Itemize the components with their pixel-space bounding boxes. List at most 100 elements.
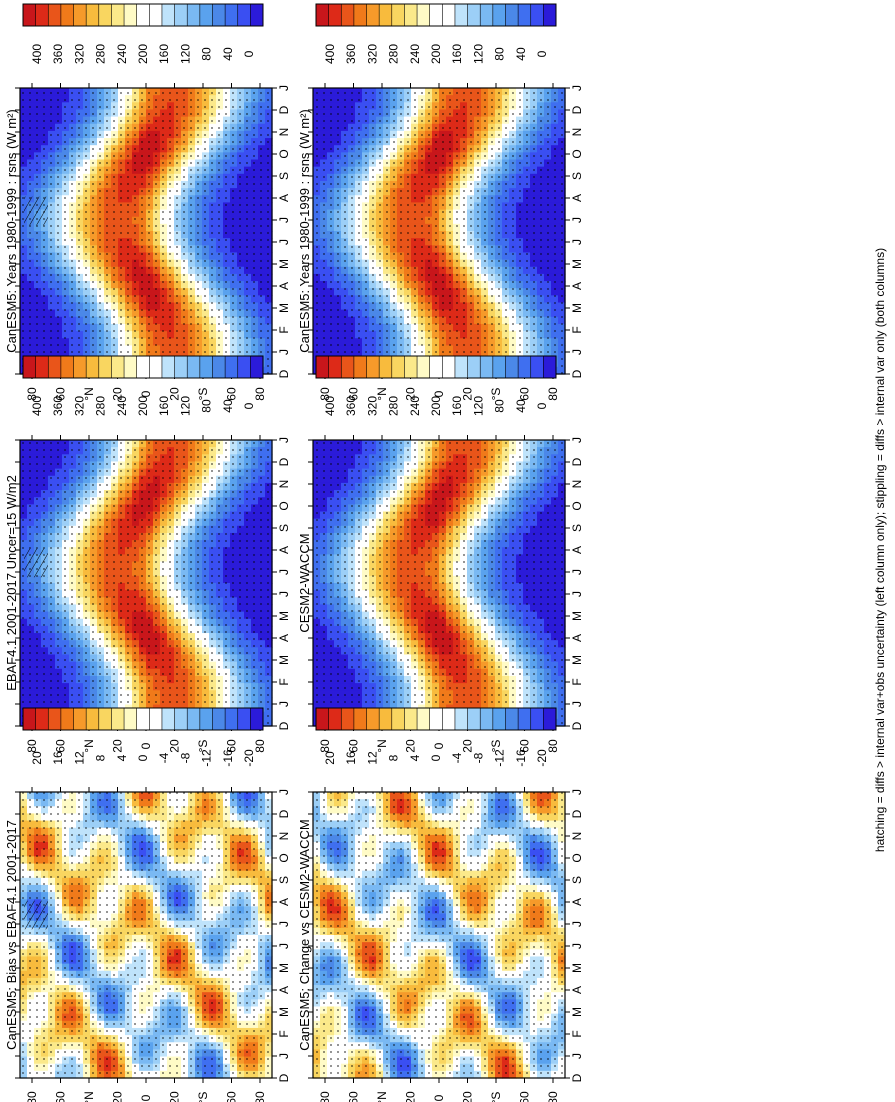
- colorbar-tick-label: 200: [136, 44, 150, 64]
- colorbar-tick-label: 4: [115, 754, 129, 761]
- month-tick-label: M: [277, 303, 291, 313]
- month-tick-label: D: [277, 809, 291, 818]
- colorbar-swatch: [187, 356, 201, 378]
- colorbar-tick-label: 320: [365, 44, 379, 64]
- lat-tick-label: 20: [168, 1091, 182, 1102]
- colorbar-swatch: [467, 4, 481, 26]
- colorbar-swatch: [23, 356, 37, 378]
- colorbar-tick-label: 400: [323, 44, 337, 64]
- colorbar-swatch: [86, 4, 100, 26]
- colorbar-swatch: [111, 708, 125, 730]
- colorbar-swatch: [174, 4, 188, 26]
- month-tick-label: F: [277, 678, 291, 685]
- colorbar-swatch: [429, 4, 443, 26]
- month-tick-label: S: [277, 876, 291, 884]
- colorbar-swatch: [124, 4, 138, 26]
- colorbar-tick-label: 0: [136, 754, 150, 761]
- colorbar-swatch: [98, 708, 112, 730]
- colorbar-tick-label: 320: [72, 396, 86, 416]
- colorbar-swatch: [379, 4, 393, 26]
- lat-tick-label: 80: [25, 1091, 39, 1102]
- colorbar-swatch: [60, 4, 75, 26]
- colorbar-tick-label: 280: [94, 44, 108, 64]
- month-tick-label: O: [277, 853, 291, 862]
- colorbar-swatch: [237, 4, 251, 26]
- lat-tick-label: 60: [225, 739, 239, 753]
- month-tick-label: J: [277, 349, 291, 355]
- colorbar-swatch: [136, 356, 150, 378]
- colorbar-tick-label: -16: [221, 749, 235, 767]
- colorbar-swatch: [23, 708, 37, 730]
- lat-tick-label: °S: [196, 1092, 210, 1102]
- colorbar-swatch: [353, 4, 368, 26]
- month-tick-label: A: [277, 986, 291, 994]
- colorbar-tick-label: -20: [242, 749, 256, 767]
- colorbar-swatch: [48, 708, 62, 730]
- colorbar-tick-label: 240: [115, 396, 129, 416]
- lat-tick-label: 20: [111, 1091, 125, 1102]
- month-tick-label: S: [277, 172, 291, 180]
- lat-tick-label: 60: [225, 1091, 239, 1102]
- panel-title: CanESM5: Bias vs EBAF4.1 2001-2017: [4, 820, 19, 1050]
- colorbar-swatch: [23, 4, 37, 26]
- lat-tick-label: 80: [253, 1091, 267, 1102]
- colorbar-tick-label: 320: [72, 44, 86, 64]
- colorbar-swatch: [237, 708, 251, 730]
- lat-tick-label: 60: [225, 387, 239, 401]
- colorbar-tick-label: 280: [387, 44, 401, 64]
- colorbar-frame: [22, 3, 264, 27]
- month-tick-label: J: [277, 569, 291, 575]
- colorbar-tick-label: 120: [178, 396, 192, 416]
- colorbar-swatch: [391, 4, 405, 26]
- colorbar-swatch: [199, 356, 213, 378]
- colorbar-tick-label: 8: [94, 754, 108, 761]
- month-tick-label: N: [277, 832, 291, 841]
- stippling-overlay: [20, 440, 272, 726]
- month-tick-label: A: [277, 634, 291, 642]
- colorbar-tick-label: -12: [200, 749, 214, 767]
- lat-tick-label: 0: [139, 390, 153, 397]
- lat-tick-label: 80: [25, 739, 39, 753]
- colorbar-swatch: [366, 4, 380, 26]
- month-tick-label: A: [277, 194, 291, 202]
- colorbar-tick-label: 200: [136, 396, 150, 416]
- colorbar-swatch: [316, 4, 330, 26]
- month-tick-label: N: [277, 480, 291, 489]
- colorbar-tick-label: -8: [178, 752, 192, 763]
- lat-tick-label: 60: [54, 739, 68, 753]
- month-tick-label: A: [277, 898, 291, 906]
- month-tick-label: N: [277, 128, 291, 137]
- colorbar-swatch: [124, 708, 138, 730]
- colorbar-tick-label: 360: [51, 396, 65, 416]
- stippling-overlay: [20, 792, 272, 1078]
- lat-tick-label: 0: [139, 742, 153, 749]
- colorbar-swatch: [86, 708, 100, 730]
- lat-tick-label: 20: [111, 387, 125, 401]
- lat-tick-label: °N: [82, 739, 96, 752]
- hatching-overlay: [24, 196, 48, 226]
- month-tick-label: A: [277, 282, 291, 290]
- colorbar-swatch: [35, 356, 49, 378]
- hatching-overlay: [24, 548, 48, 578]
- lat-tick-label: 20: [168, 387, 182, 401]
- colorbar-tick-label: 80: [200, 399, 214, 413]
- colorbar-swatch: [328, 4, 342, 26]
- colorbar-swatch: [124, 356, 138, 378]
- month-tick-label: D: [277, 369, 291, 378]
- colorbar-tick-label: 0: [242, 402, 256, 409]
- month-tick-label: J: [277, 217, 291, 223]
- month-tick-label: J: [277, 239, 291, 245]
- colorbar-swatch: [136, 4, 150, 26]
- lat-tick-label: °N: [82, 387, 96, 400]
- colorbar-swatch: [73, 708, 87, 730]
- month-tick-label: M: [277, 963, 291, 973]
- colorbar-swatch: [341, 4, 355, 26]
- colorbar-swatch: [530, 4, 544, 26]
- month-tick-label: J: [277, 437, 291, 443]
- colorbar-swatch: [454, 4, 469, 26]
